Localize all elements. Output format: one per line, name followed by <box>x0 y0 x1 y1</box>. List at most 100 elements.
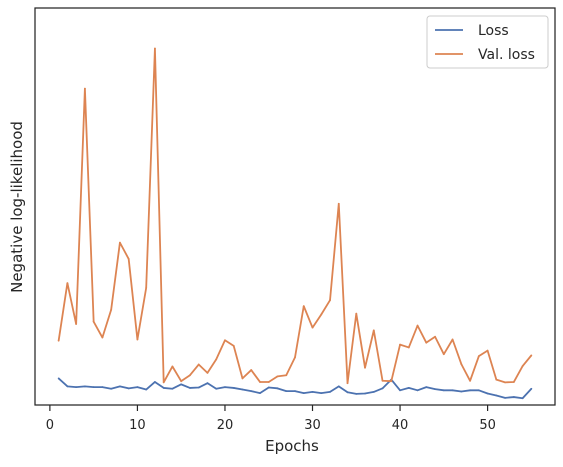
data-point-loss <box>145 388 148 391</box>
data-point-val-loss <box>477 355 480 358</box>
data-point-loss <box>407 387 410 389</box>
x-tick-label: 50 <box>479 418 496 433</box>
data-point-loss <box>162 387 165 389</box>
data-point-loss <box>346 391 349 394</box>
data-point-val-loss <box>75 323 78 325</box>
data-point-loss <box>337 385 340 388</box>
data-point-val-loss <box>434 335 436 338</box>
data-point-val-loss <box>337 202 340 205</box>
data-point-loss <box>512 396 515 398</box>
y-axis-label: Negative log-likelihood <box>8 121 26 293</box>
data-point-val-loss <box>241 377 244 380</box>
data-point-val-loss <box>57 339 60 342</box>
data-point-loss <box>364 392 366 395</box>
data-point-val-loss <box>407 346 410 349</box>
data-point-loss <box>250 390 253 393</box>
data-point-val-loss <box>110 308 113 311</box>
data-point-val-loss <box>154 47 156 50</box>
data-point-loss <box>504 396 506 399</box>
data-point-val-loss <box>469 379 471 382</box>
x-tick-label: 30 <box>304 418 321 433</box>
data-point-loss <box>294 390 296 393</box>
data-point-loss <box>154 381 156 383</box>
data-point-val-loss <box>451 338 454 341</box>
data-point-loss <box>127 387 130 390</box>
x-tick-label: 0 <box>46 418 54 433</box>
data-point-val-loss <box>390 380 393 383</box>
x-axis-ticks: 0 10 20 30 40 50 <box>46 405 496 433</box>
data-point-loss <box>267 386 270 389</box>
data-point-val-loss <box>294 356 296 359</box>
data-point-loss <box>530 387 533 390</box>
data-point-val-loss <box>311 326 314 329</box>
data-point-loss <box>206 382 209 385</box>
data-point-loss <box>197 386 200 389</box>
data-point-val-loss <box>206 371 209 374</box>
data-point-loss <box>285 390 288 393</box>
plot-background <box>35 8 555 405</box>
data-point-val-loss <box>276 375 279 378</box>
data-point-loss <box>101 386 104 389</box>
plot-frame <box>34 7 556 406</box>
data-point-loss <box>311 391 314 393</box>
data-point-loss <box>372 391 375 393</box>
legend-box <box>426 15 549 69</box>
series-layer <box>57 47 533 400</box>
data-point-val-loss <box>250 369 253 371</box>
data-point-val-loss <box>197 363 200 366</box>
data-point-loss <box>75 386 78 389</box>
data-point-val-loss <box>512 381 515 383</box>
data-point-loss <box>460 390 463 393</box>
data-point-loss <box>329 391 331 393</box>
data-point-val-loss <box>530 354 533 357</box>
data-point-val-loss <box>302 305 305 308</box>
data-point-val-loss <box>224 339 226 342</box>
data-point-loss <box>276 387 279 390</box>
data-point-val-loss <box>416 324 419 327</box>
data-point-val-loss <box>364 366 366 369</box>
data-point-loss <box>180 383 183 386</box>
data-point-loss <box>259 392 261 394</box>
data-point-val-loss <box>215 358 218 361</box>
data-point-loss <box>84 385 86 388</box>
data-point-loss <box>416 389 419 392</box>
data-point-val-loss <box>521 365 524 367</box>
data-point-val-loss <box>320 313 323 316</box>
data-point-loss <box>215 387 218 390</box>
x-tick-label: 20 <box>217 418 234 433</box>
data-point-loss <box>92 386 95 389</box>
data-point-loss <box>521 397 524 400</box>
data-point-loss <box>171 387 174 390</box>
x-tick-label: 40 <box>392 418 409 433</box>
x-tick-label: 10 <box>129 418 146 433</box>
legend-label-val-loss: Val. loss <box>478 47 535 63</box>
data-point-val-loss <box>84 87 86 90</box>
data-point-loss <box>434 388 436 391</box>
data-point-loss <box>495 394 498 397</box>
data-point-loss <box>320 392 323 394</box>
data-point-loss <box>469 389 471 392</box>
data-point-val-loss <box>180 380 183 383</box>
data-point-val-loss <box>460 363 463 366</box>
data-point-val-loss <box>171 365 174 368</box>
data-point-val-loss <box>66 282 69 285</box>
data-point-val-loss <box>346 382 349 385</box>
data-point-loss <box>110 387 113 390</box>
data-point-loss <box>477 389 480 392</box>
data-point-loss <box>119 385 121 388</box>
data-point-val-loss <box>189 374 191 377</box>
data-point-val-loss <box>267 381 270 383</box>
data-point-val-loss <box>232 344 235 347</box>
data-point-loss <box>451 389 454 392</box>
data-point-loss <box>302 392 305 394</box>
data-point-val-loss <box>145 286 148 289</box>
data-point-loss <box>241 388 244 391</box>
data-point-loss <box>232 387 235 389</box>
x-axis-label: Epochs <box>265 437 319 455</box>
data-point-val-loss <box>127 258 130 260</box>
data-point-val-loss <box>136 338 139 341</box>
data-point-val-loss <box>92 320 95 323</box>
data-point-val-loss <box>495 378 498 381</box>
data-point-val-loss <box>425 341 428 344</box>
